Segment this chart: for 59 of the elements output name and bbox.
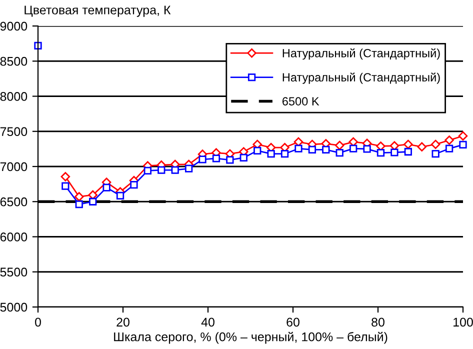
point: [144, 166, 152, 175]
point: [34, 42, 42, 50]
point: [404, 148, 412, 156]
y-tick-label: 5500: [0, 268, 28, 277]
point: [390, 148, 398, 156]
x-axis-title: Шкала серого, % (0% – черный, 100% – белый): [114, 332, 388, 344]
point: [226, 156, 234, 164]
x-tick-label: 20: [116, 318, 130, 327]
point: [308, 146, 316, 154]
point: [458, 131, 468, 141]
point: [198, 156, 206, 164]
point: [116, 192, 124, 200]
point: [75, 200, 83, 208]
point: [240, 154, 248, 162]
point: [60, 172, 70, 182]
x-tick-label: 0: [35, 318, 41, 327]
point: [334, 140, 344, 150]
y-tick-label: 6500: [0, 197, 28, 206]
point: [432, 150, 440, 158]
point: [376, 148, 385, 157]
point: [459, 140, 467, 149]
point: [430, 140, 440, 149]
point: [74, 192, 84, 202]
y-tick-label: 5000: [0, 302, 28, 312]
x-tick-label: 40: [201, 318, 214, 327]
y-tick-label: 8000: [0, 92, 28, 101]
point: [404, 140, 413, 149]
legend-label: Натуральный (Стандартный): [282, 48, 440, 60]
x-tick-label: 60: [286, 318, 300, 327]
point: [444, 136, 454, 145]
legend-label: 6500 K: [282, 97, 320, 106]
point: [171, 166, 179, 174]
point: [322, 146, 330, 154]
point: [336, 148, 344, 157]
point: [280, 150, 289, 158]
y-tick-label: 9000: [0, 22, 28, 31]
point: [212, 154, 220, 162]
point: [417, 142, 426, 152]
point: [350, 144, 358, 152]
point: [254, 146, 262, 155]
point: [102, 184, 110, 192]
point: [445, 144, 454, 152]
point: [390, 141, 400, 150]
point: [89, 198, 97, 206]
point: [62, 182, 70, 190]
point: [363, 145, 371, 153]
point: [130, 180, 138, 189]
point: [184, 164, 193, 172]
y-axis-title: Цветовая температура, К: [24, 6, 171, 17]
point: [267, 150, 275, 158]
point: [158, 166, 166, 174]
y-tick-label: 6000: [0, 232, 28, 242]
x-tick-label: 100: [454, 318, 473, 327]
x-tick-label: 80: [372, 318, 384, 327]
y-tick-label: 8500: [0, 56, 28, 66]
y-tick-label: 7500: [0, 127, 28, 136]
point: [294, 144, 302, 152]
y-tick-label: 7000: [0, 162, 28, 172]
legend-label: Натуральный (Стандартный): [282, 72, 440, 84]
